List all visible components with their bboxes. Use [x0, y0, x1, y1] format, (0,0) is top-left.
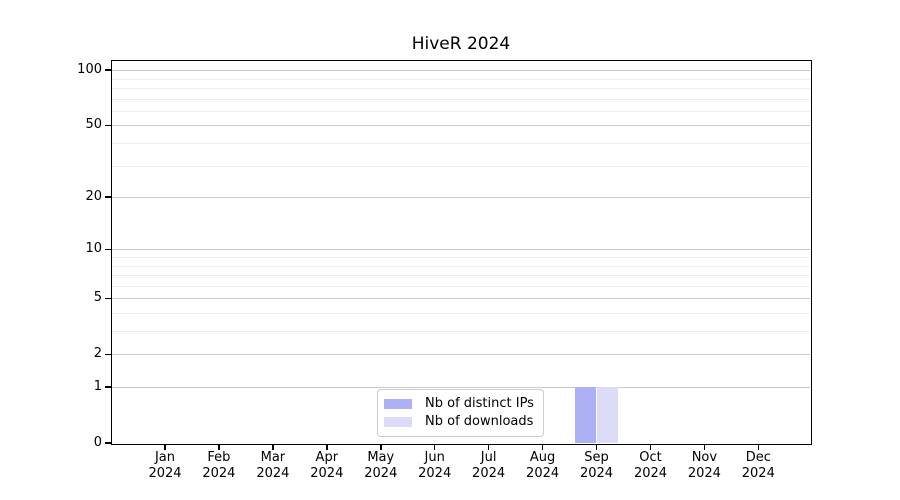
y-gridline-major — [112, 354, 810, 356]
x-tick — [272, 444, 274, 450]
y-gridline-major — [112, 125, 810, 127]
x-tick-label: Jun 2024 — [418, 450, 452, 481]
y-tick-label: 50 — [85, 117, 102, 133]
bar-distinct-ips — [575, 387, 597, 443]
y-gridline-minor — [112, 265, 810, 267]
x-tick-label: Nov 2024 — [687, 450, 721, 481]
y-gridline-minor — [112, 87, 810, 89]
y-gridline-major — [112, 387, 810, 388]
x-tick — [164, 444, 166, 450]
legend-item: Nb of distinct IPs — [384, 395, 535, 413]
y-tick — [105, 196, 111, 198]
y-tick — [105, 442, 111, 444]
legend-swatch-downloads — [384, 417, 412, 427]
y-gridline-minor — [112, 78, 810, 80]
x-tick — [649, 444, 652, 450]
legend: Nb of distinct IPs Nb of downloads — [377, 389, 544, 437]
x-tick-label: Mar 2024 — [256, 450, 290, 481]
y-gridline-major — [112, 70, 810, 72]
y-tick-label: 2 — [93, 346, 102, 362]
x-tick — [380, 444, 382, 450]
y-tick-label: 100 — [77, 62, 102, 78]
chart-title: HiveR 2024 — [411, 34, 511, 54]
y-tick-label: 1 — [93, 379, 102, 394]
legend-label: Nb of distinct IPs — [425, 396, 534, 411]
y-tick — [105, 248, 111, 250]
legend-label: Nb of downloads — [425, 414, 534, 429]
x-tick-label: Dec 2024 — [741, 450, 775, 481]
legend-swatch-distinct-ips — [384, 399, 412, 409]
y-gridline-minor — [112, 110, 810, 112]
y-gridline-minor — [112, 285, 810, 287]
y-tick — [105, 297, 111, 299]
x-tick-label: Aug 2024 — [526, 450, 560, 481]
y-gridline-minor — [112, 142, 810, 144]
y-gridline-major — [112, 197, 810, 198]
y-gridline-minor — [112, 98, 810, 100]
y-tick — [105, 353, 111, 355]
x-tick-label: Oct 2024 — [633, 450, 668, 481]
y-gridline-minor — [112, 256, 810, 258]
x-tick-label: Feb 2024 — [202, 450, 236, 481]
y-tick — [105, 69, 111, 71]
x-tick-label: Jul 2024 — [472, 450, 506, 481]
y-tick-label: 20 — [85, 189, 102, 204]
x-tick-label: Sep 2024 — [579, 450, 614, 481]
y-tick — [105, 124, 111, 126]
y-gridline-minor — [112, 312, 810, 314]
x-tick — [541, 444, 544, 450]
x-tick-label: Jan 2024 — [148, 450, 182, 481]
x-tick-label: May 2024 — [364, 450, 398, 481]
y-tick-label: 5 — [93, 290, 102, 306]
y-gridline-major — [112, 298, 810, 300]
y-gridline-major — [112, 249, 810, 251]
y-gridline-minor — [112, 331, 810, 332]
x-tick — [326, 444, 328, 450]
y-gridline-minor — [112, 165, 810, 167]
y-tick-label: 0 — [93, 435, 102, 450]
y-gridline-minor — [112, 275, 810, 276]
x-tick — [218, 444, 220, 450]
bar-downloads — [596, 387, 618, 443]
y-tick-label: 10 — [85, 241, 102, 257]
x-tick-label: Apr 2024 — [310, 450, 344, 481]
x-tick — [757, 444, 760, 450]
y-tick — [105, 386, 111, 388]
x-tick — [433, 444, 436, 450]
x-tick — [703, 444, 706, 450]
plot-area — [112, 61, 810, 443]
x-tick — [595, 444, 598, 450]
x-tick — [487, 444, 490, 450]
legend-item: Nb of downloads — [384, 413, 535, 431]
